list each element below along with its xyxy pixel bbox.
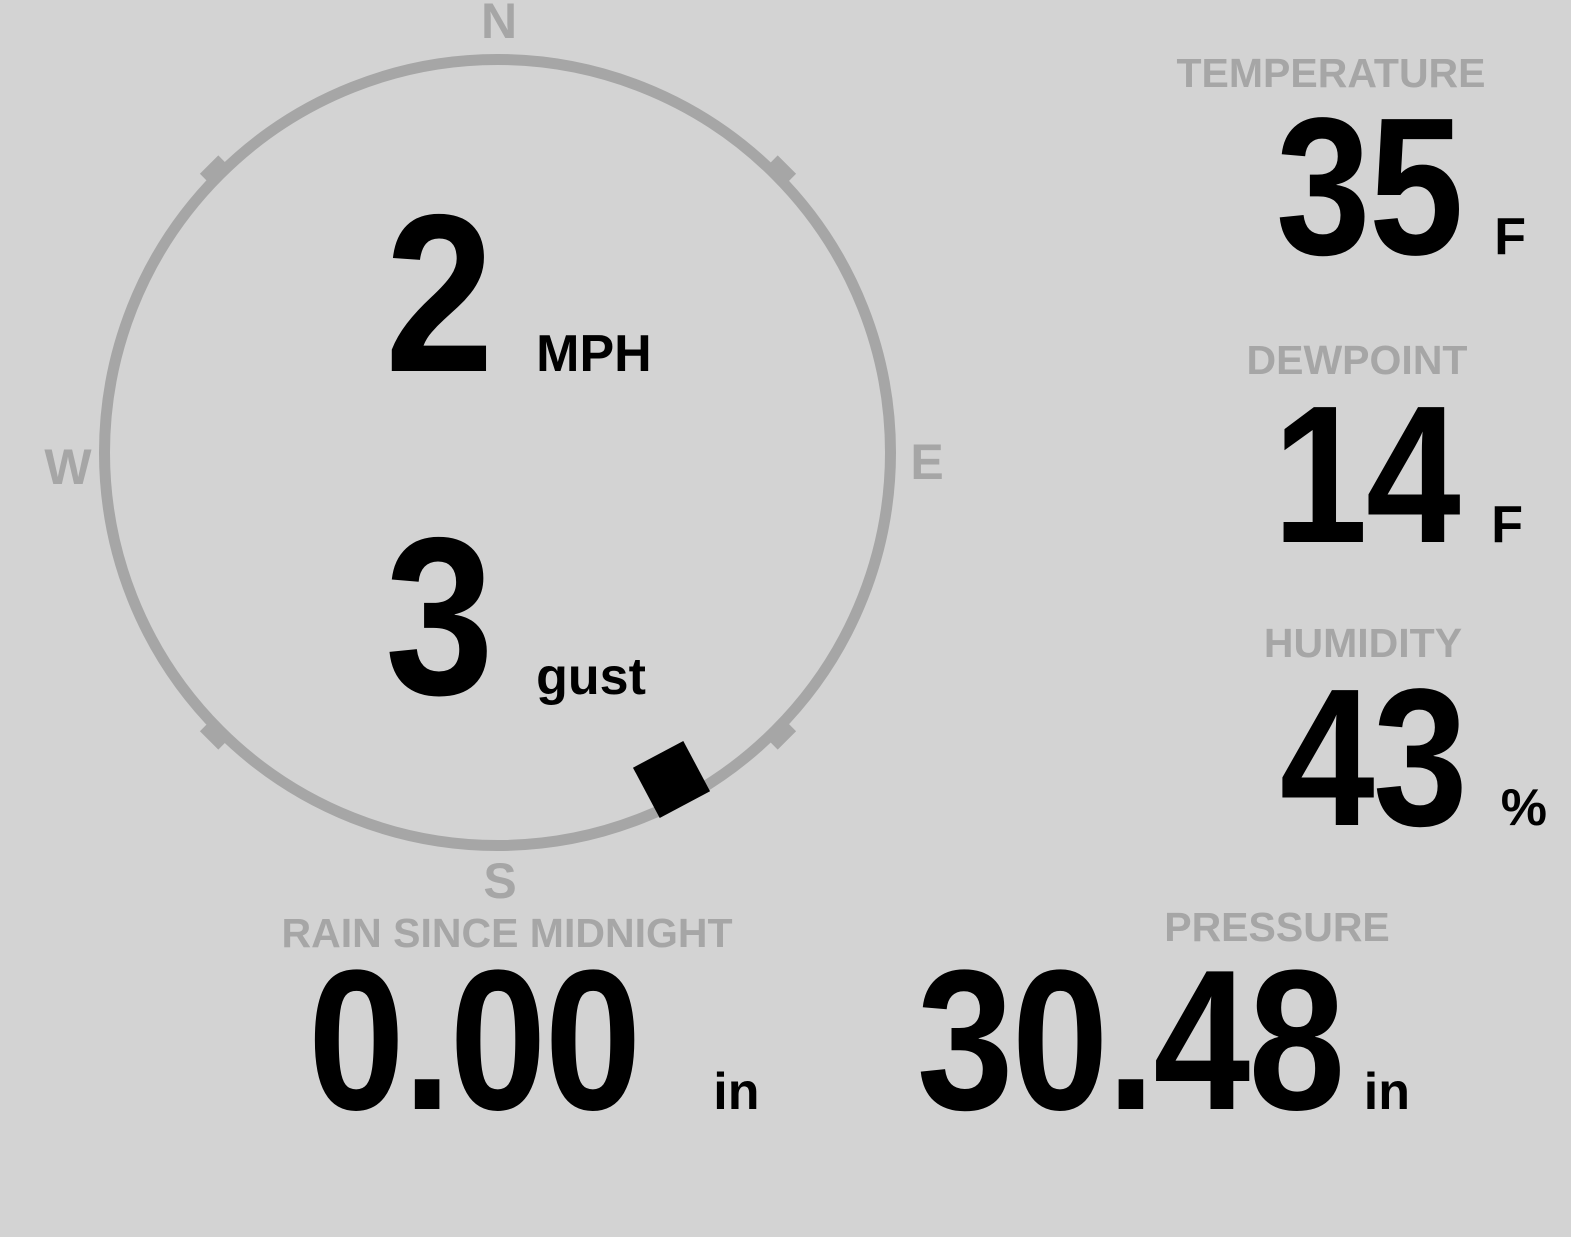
humidity-unit: % [1500, 779, 1547, 837]
temperature-unit: F [1494, 208, 1526, 266]
humidity-label: HUMIDITY [1263, 620, 1463, 666]
rain-value-row: 0.00 in [308, 941, 759, 1141]
wind-speed-value: 2 [385, 167, 494, 419]
temperature-value: 35 [1276, 77, 1464, 296]
wind-gust-value: 3 [385, 490, 494, 742]
temperature-label: TEMPERATURE [1176, 50, 1486, 96]
pressure-value-row: 30.48 in [853, 941, 1410, 1141]
dewpoint-label: DEWPOINT [1246, 337, 1468, 383]
dewpoint-value: 14 [1273, 365, 1461, 584]
wind-speed-row: 2 MPH [385, 181, 652, 406]
temperature-value-row: 35 F [1248, 89, 1526, 285]
cardinal-label-north: N [480, 0, 518, 49]
pressure-label: PRESSURE [1164, 904, 1390, 950]
wind-gust-unit: gust [536, 648, 646, 706]
wind-gust-row: 3 gust [385, 504, 646, 729]
cardinal-label-east: E [910, 434, 944, 490]
cardinal-label-south: S [483, 853, 517, 909]
humidity-value: 43 [1279, 648, 1468, 867]
wind-speed-unit: MPH [536, 325, 652, 383]
rain-value: 0.00 [308, 929, 641, 1152]
dewpoint-unit: F [1491, 496, 1523, 554]
compass-ring [99, 54, 896, 851]
humidity-value-row: 43 % [1252, 660, 1547, 856]
rain-unit: in [713, 1063, 760, 1121]
pressure-unit: in [1363, 1063, 1410, 1121]
dewpoint-value-row: 14 F [1245, 377, 1523, 573]
rain-label: RAIN SINCE MIDNIGHT [281, 910, 733, 956]
cardinal-label-west: W [44, 439, 92, 495]
pressure-value: 30.48 [917, 929, 1345, 1152]
